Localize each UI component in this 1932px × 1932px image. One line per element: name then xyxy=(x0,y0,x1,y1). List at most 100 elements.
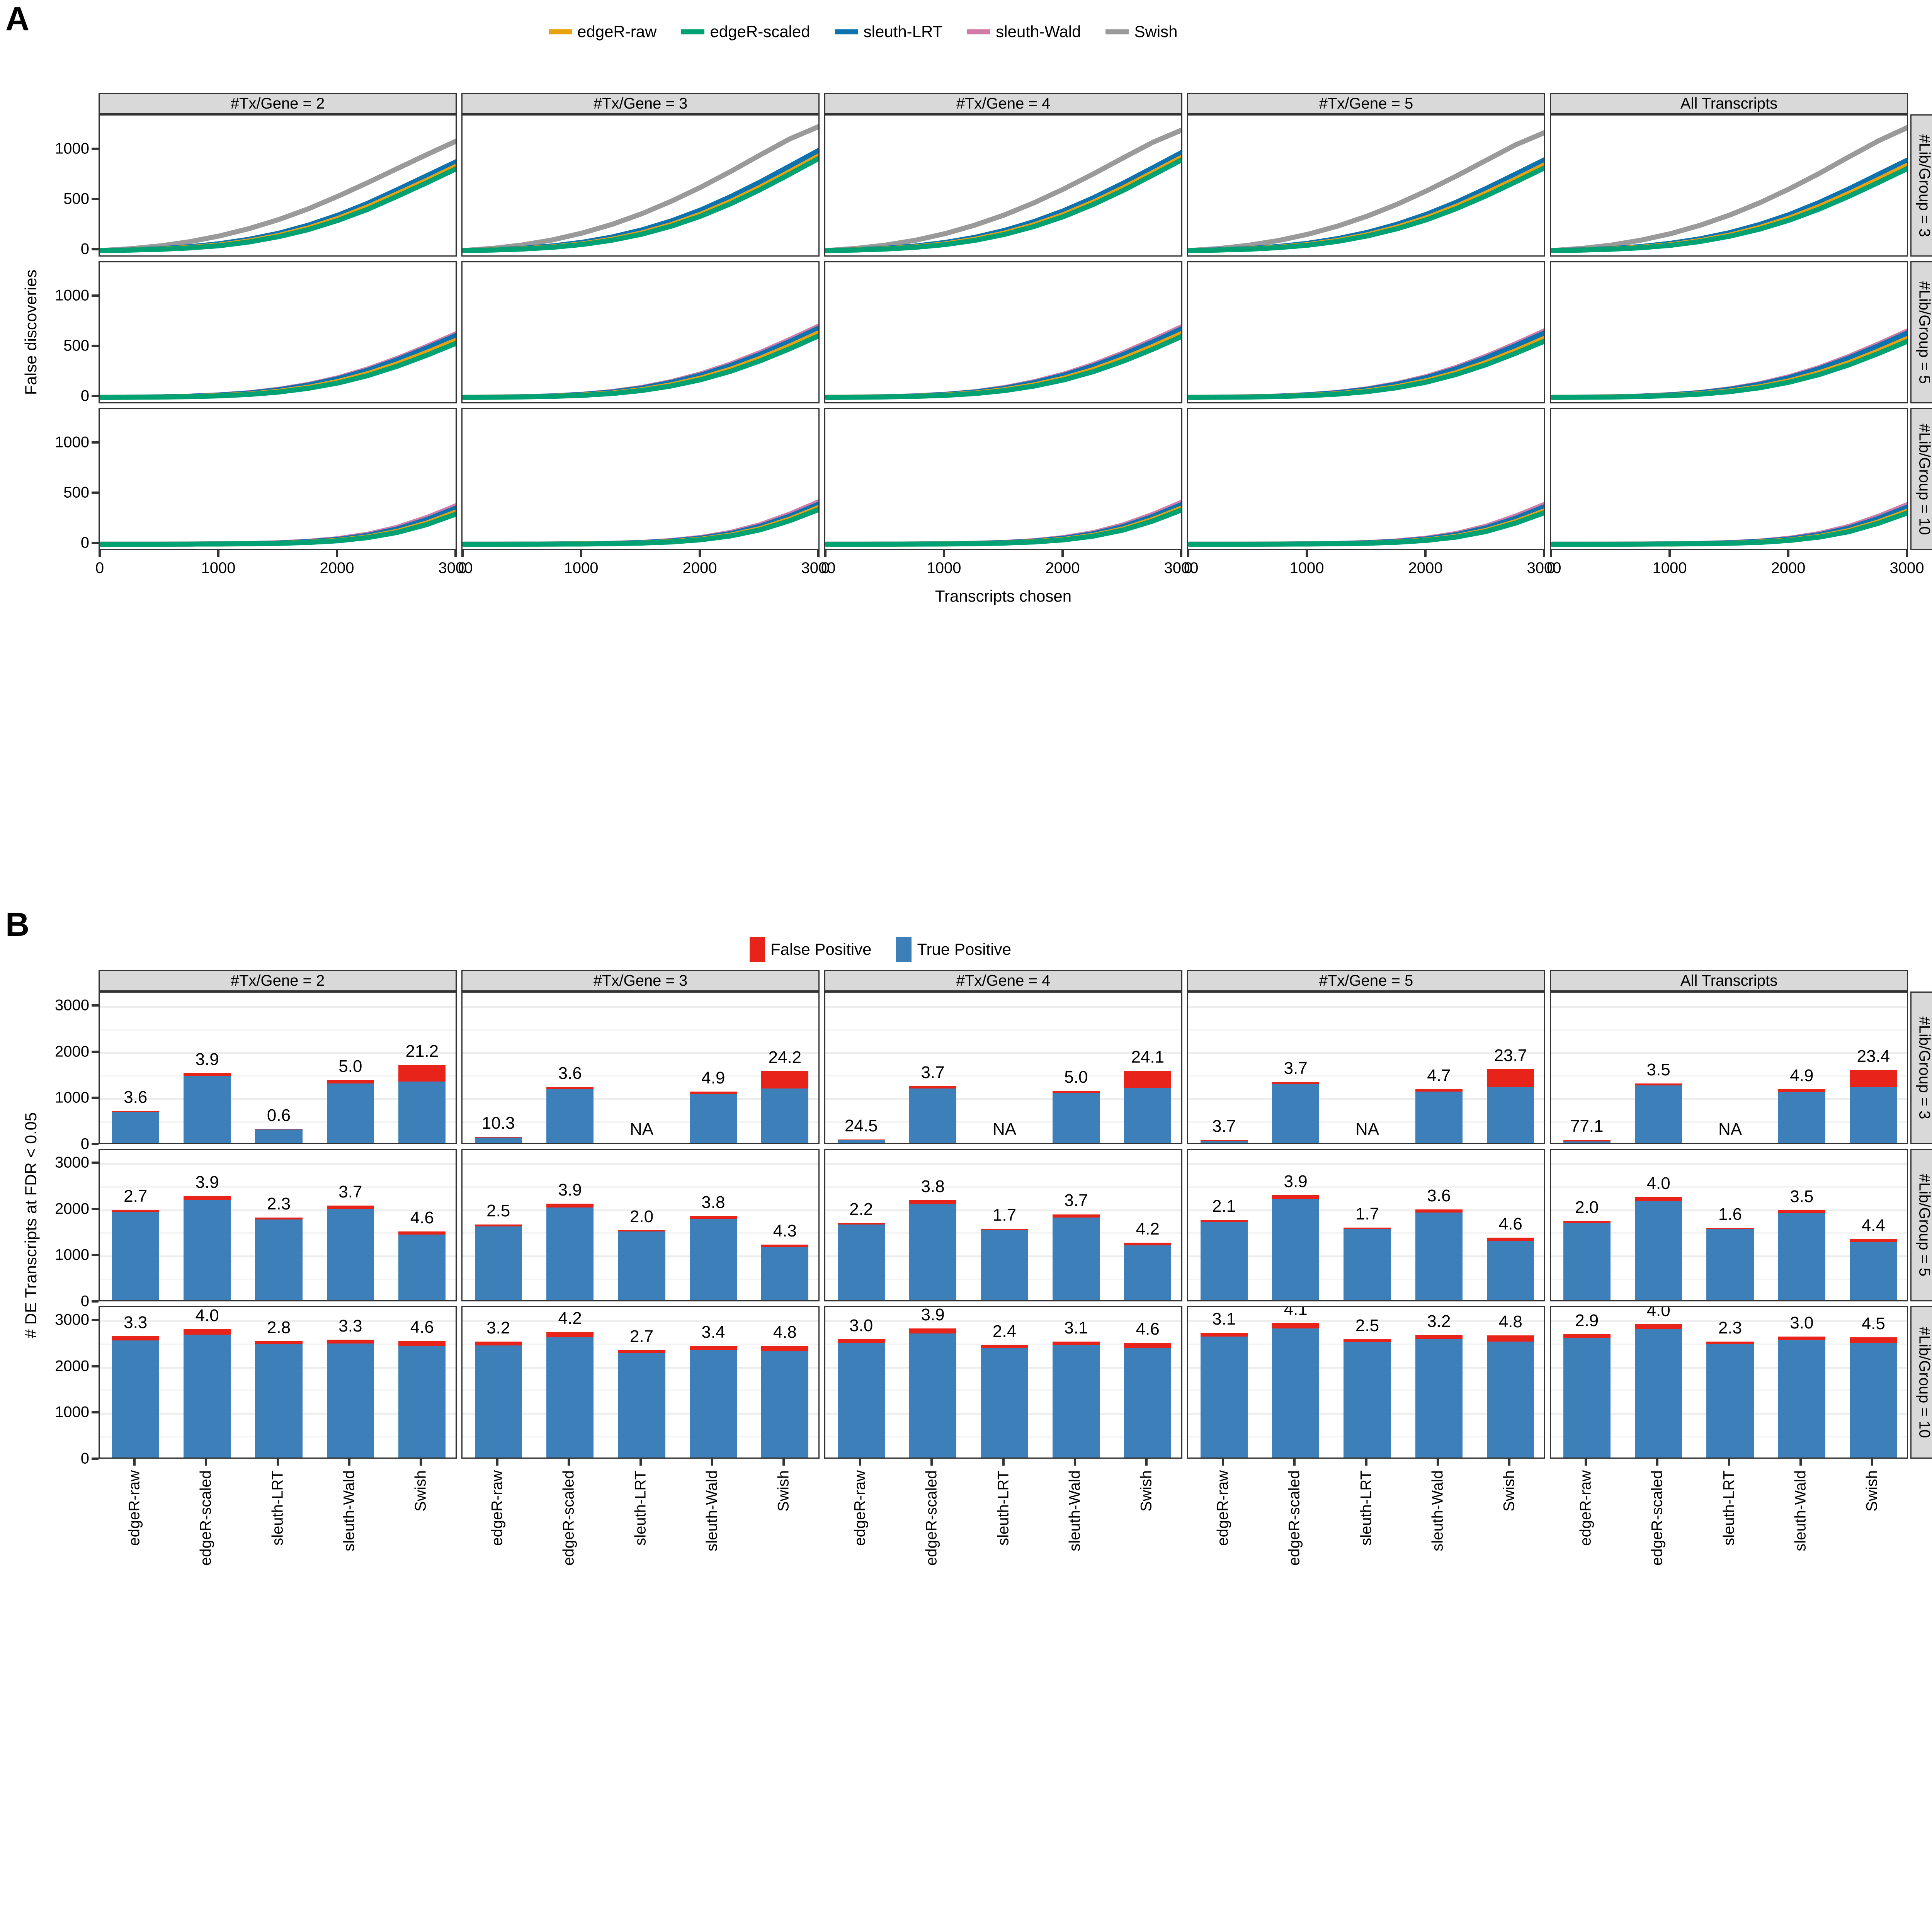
panel-b-bar-value-label: 1.7 xyxy=(1355,1204,1379,1223)
true-positive-segment xyxy=(1200,1337,1248,1458)
panel-b-gridline xyxy=(463,1163,818,1165)
panel-b-x-tick-label: sleuth-Wald xyxy=(340,1470,358,1551)
panel-a-x-tick-mark xyxy=(1424,550,1427,557)
panel-b-bar-value-label: 2.2 xyxy=(849,1199,873,1219)
legend-label: False Positive xyxy=(770,940,872,958)
panel-b-bar xyxy=(1850,1070,1897,1143)
panel-b-gridline xyxy=(100,1052,456,1054)
false-positive-segment xyxy=(255,1341,303,1345)
panel-a-y-tick-label: 1000 xyxy=(55,287,89,304)
panel-b-bar-value-label: 3.6 xyxy=(558,1064,582,1083)
panel-b-x-tick-mark xyxy=(930,1459,933,1466)
panel-b-bar xyxy=(255,1129,303,1143)
panel-b-bar-value-label: 2.5 xyxy=(1355,1316,1379,1335)
panel-b-bar xyxy=(1850,1239,1897,1300)
panel-b-gridline xyxy=(1188,1098,1544,1100)
true-positive-segment xyxy=(1272,1328,1320,1458)
panel-b-y-tick-label: 1000 xyxy=(55,1403,89,1421)
panel-a-facet-cell xyxy=(99,261,457,403)
panel-b-col-strip: All Transcripts xyxy=(1550,970,1908,992)
panel-a-x-tick-mark xyxy=(454,550,457,557)
panel-b-bar xyxy=(327,1339,374,1458)
panel-a-x-tick-mark xyxy=(99,550,101,557)
panel-b-x-tick-mark xyxy=(568,1459,570,1466)
panel-b-col-strip: #Tx/Gene = 2 xyxy=(99,970,457,992)
true-positive-segment xyxy=(1124,1348,1172,1458)
panel-a-legend-item: sleuth-Wald xyxy=(967,22,1081,41)
true-positive-segment xyxy=(112,1340,159,1458)
panel-a-x-tick-mark xyxy=(699,550,701,557)
legend-label: edgeR-scaled xyxy=(710,22,810,41)
panel-b-bar-value-label: 4.0 xyxy=(195,1306,219,1325)
panel-a-facet-cell xyxy=(1550,261,1908,403)
panel-a-line-plot xyxy=(100,138,456,253)
panel-a-x-tick-mark xyxy=(336,550,338,557)
panel-b-x-tick-mark xyxy=(782,1459,785,1466)
true-positive-segment xyxy=(1124,1088,1172,1143)
panel-b-y-tick-label: 0 xyxy=(80,1450,89,1467)
panel-b-gridline xyxy=(825,1186,1181,1188)
panel-b-gridline xyxy=(1188,1075,1544,1077)
panel-b-gridline xyxy=(825,1121,1181,1123)
panel-b-bar xyxy=(1272,1195,1320,1300)
panel-b-bar xyxy=(1052,1090,1100,1143)
true-positive-segment xyxy=(327,1209,374,1300)
false-positive-segment xyxy=(474,1137,522,1138)
false-positive-segment xyxy=(618,1350,665,1353)
panel-a-line-plot xyxy=(463,323,818,400)
panel-a-y-tick-label: 500 xyxy=(63,337,89,354)
panel-b-bar xyxy=(1124,1243,1172,1300)
panel-b-x-tick-mark xyxy=(1584,1459,1587,1466)
panel-b-bar-value-label: 4.5 xyxy=(1861,1314,1885,1333)
panel-b-bar xyxy=(618,1350,665,1458)
false-positive-segment xyxy=(474,1342,522,1345)
panel-a-x-tick-mark xyxy=(1180,550,1182,557)
panel-b-gridline xyxy=(1551,1005,1907,1008)
panel-a-x-tick-label: 3000 xyxy=(438,560,473,577)
panel-b-bar-value-label: 4.6 xyxy=(1498,1214,1522,1234)
false-positive-segment xyxy=(1850,1070,1897,1087)
panel-b-bar-value-label: 4.0 xyxy=(1646,1174,1670,1193)
panel-b-x-tick-label: sleuth-LRT xyxy=(632,1470,649,1546)
true-positive-segment xyxy=(1344,1342,1391,1458)
panel-b-bar xyxy=(909,1328,957,1458)
false-positive-segment xyxy=(1706,1341,1754,1344)
false-positive-segment xyxy=(546,1332,594,1337)
panel-b-gridline xyxy=(100,1098,456,1100)
panel-b-x-tick-label: Swish xyxy=(1863,1470,1881,1512)
panel-b-bar-value-label: 3.1 xyxy=(1212,1309,1236,1328)
panel-a-x-tick-mark xyxy=(580,550,582,557)
panel-b-bar-value-label: 1.7 xyxy=(992,1205,1017,1225)
false-positive-segment xyxy=(761,1244,809,1247)
panel-b-y-tick-mark xyxy=(92,1143,99,1145)
false-positive-segment xyxy=(546,1087,594,1089)
panel-b-bar-value-label: 24.2 xyxy=(768,1048,802,1067)
false-positive-segment xyxy=(398,1231,446,1235)
panel-b-bar-value-label: 3.4 xyxy=(701,1323,725,1342)
panel-b-x-tick-label: edgeR-scaled xyxy=(197,1470,214,1566)
true-positive-segment xyxy=(689,1094,737,1143)
panel-b-bar xyxy=(1850,1337,1897,1458)
panel-a-line-plot xyxy=(1188,502,1544,547)
panel-b-gridline xyxy=(1188,1121,1544,1123)
panel-a-line-plot xyxy=(825,500,1181,547)
panel-b-bar-value-label: 4.9 xyxy=(1790,1066,1814,1085)
panel-b-y-tick-label: 2000 xyxy=(55,1357,89,1375)
legend-box-swatch xyxy=(896,937,912,962)
panel-b-y-tick-mark xyxy=(92,1318,99,1321)
panel-b-bar-value-label: 3.9 xyxy=(1284,1172,1308,1191)
true-positive-segment xyxy=(1272,1199,1320,1300)
false-positive-segment xyxy=(1487,1335,1534,1342)
false-positive-segment xyxy=(183,1073,231,1076)
panel-b-bar xyxy=(689,1092,737,1143)
panel-b-bar xyxy=(909,1200,957,1300)
panel-a-col-strip: #Tx/Gene = 4 xyxy=(824,93,1182,114)
panel-b-y-tick-mark xyxy=(92,1300,99,1303)
panel-b-x-tick-mark xyxy=(348,1459,350,1466)
panel-b-bar-value-label: 1.6 xyxy=(1718,1205,1742,1224)
panel-b-y-tick-mark xyxy=(92,1458,99,1460)
panel-a-x-tick-label: 3000 xyxy=(1889,560,1924,577)
panel-b-bar-value-label: 4.6 xyxy=(410,1317,434,1337)
panel-a-facet-cell xyxy=(461,408,820,550)
panel-b-x-tick-label: edgeR-scaled xyxy=(923,1470,940,1566)
